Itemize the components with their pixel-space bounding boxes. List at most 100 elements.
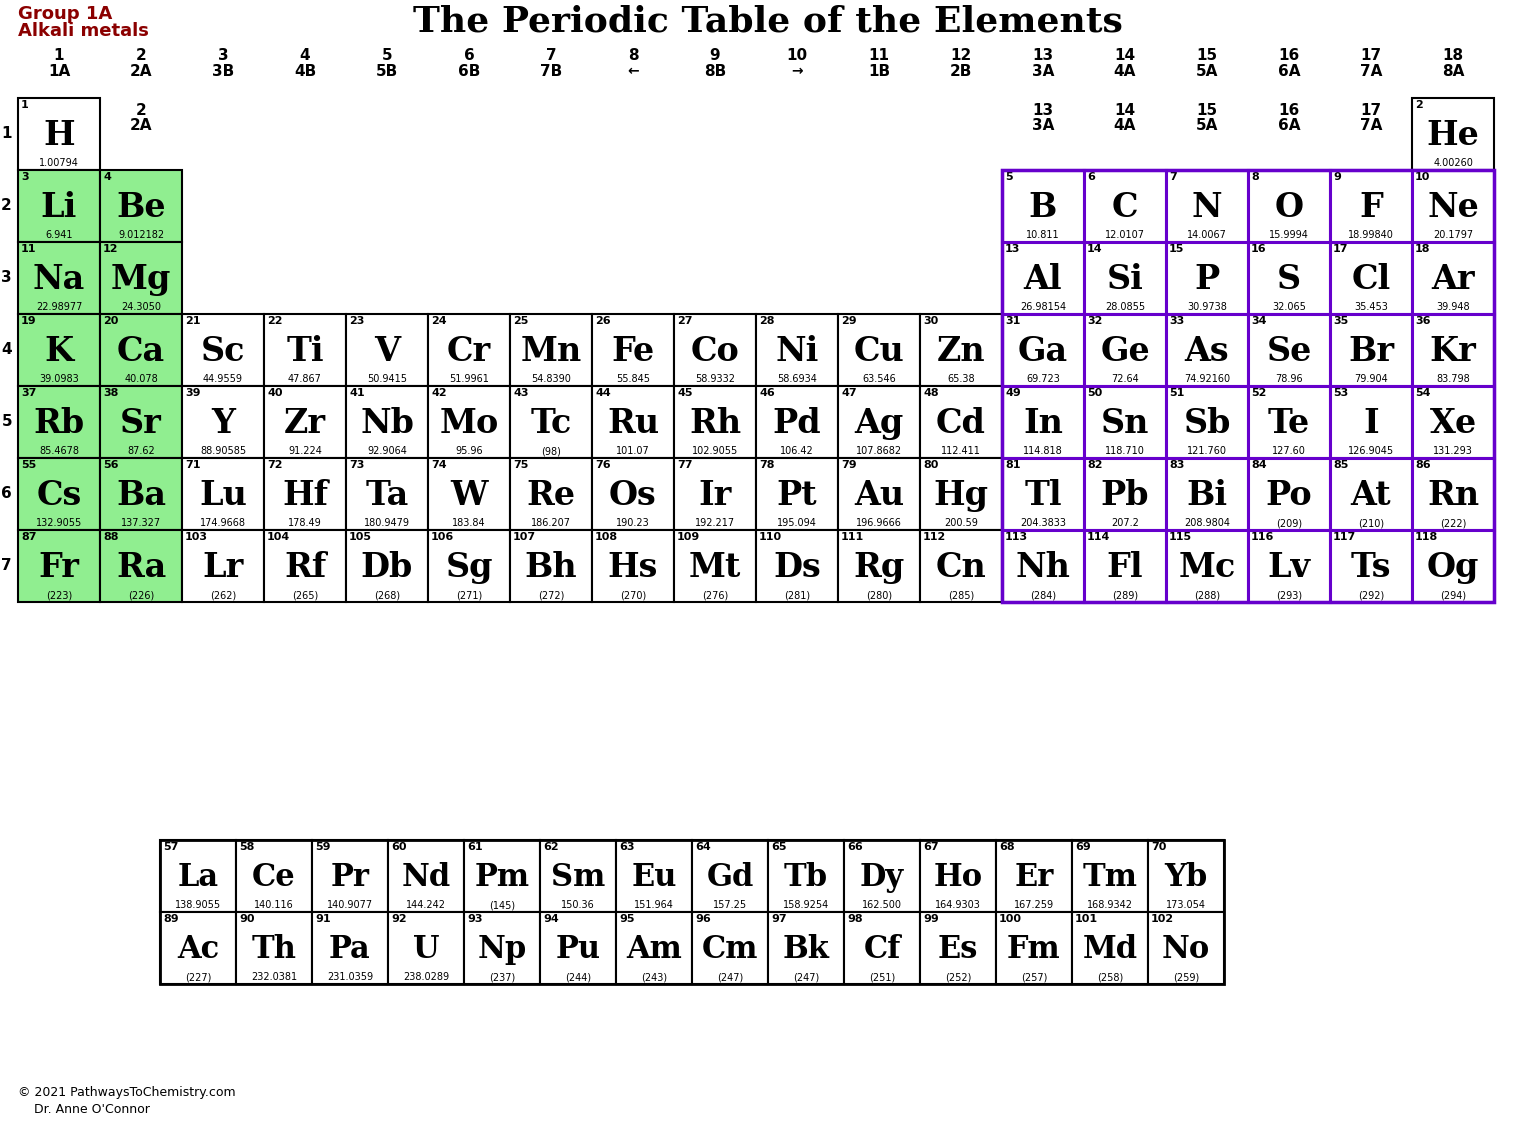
Bar (1247, 314, 1330, 386)
Text: 10: 10 (786, 48, 808, 63)
Text: 137.327: 137.327 (121, 518, 161, 528)
Text: 88: 88 (103, 532, 118, 542)
Text: 12: 12 (103, 244, 118, 254)
Bar (674, 458, 756, 530)
Bar (1001, 386, 1084, 458)
Bar (843, 840, 920, 912)
Text: 39: 39 (184, 388, 201, 398)
Bar (1412, 530, 1495, 602)
Bar (464, 840, 541, 912)
Text: 109: 109 (677, 532, 700, 542)
Text: Hs: Hs (608, 551, 659, 584)
Text: (258): (258) (1097, 972, 1123, 982)
Bar (756, 314, 839, 386)
Text: 4A: 4A (1114, 118, 1137, 133)
Text: No: No (1161, 934, 1210, 965)
Text: 138.9055: 138.9055 (175, 900, 221, 910)
Bar (693, 912, 768, 984)
Text: Mc: Mc (1178, 551, 1235, 584)
Bar (1412, 98, 1495, 170)
Bar (995, 840, 1072, 912)
Text: 63.546: 63.546 (862, 374, 895, 385)
Bar (591, 314, 674, 386)
Bar (1084, 386, 1166, 458)
Text: (276): (276) (702, 590, 728, 601)
Bar (1330, 530, 1412, 602)
Text: 28: 28 (759, 316, 774, 326)
Text: 11: 11 (22, 244, 37, 254)
Text: 10.811: 10.811 (1026, 230, 1060, 240)
Bar (237, 912, 312, 984)
Bar (756, 386, 839, 458)
Text: Sg: Sg (445, 551, 493, 584)
Text: Np: Np (478, 934, 527, 965)
Text: 25: 25 (513, 316, 528, 326)
Text: Es: Es (938, 934, 978, 965)
Text: 52: 52 (1250, 388, 1266, 398)
Text: (227): (227) (184, 972, 210, 982)
Bar (920, 840, 995, 912)
Text: 91.224: 91.224 (289, 446, 323, 456)
Text: 200.59: 200.59 (945, 518, 978, 528)
Text: (145): (145) (488, 900, 515, 910)
Text: 208.9804: 208.9804 (1184, 518, 1230, 528)
Bar (160, 840, 237, 912)
Text: 15: 15 (1197, 48, 1218, 63)
Bar (1001, 314, 1084, 386)
Bar (429, 458, 510, 530)
Text: Pm: Pm (475, 862, 530, 893)
Text: 66: 66 (846, 841, 863, 852)
Text: 9: 9 (1333, 172, 1341, 182)
Text: Th: Th (252, 934, 296, 965)
Text: Sr: Sr (120, 407, 161, 440)
Bar (1001, 530, 1084, 602)
Bar (100, 242, 181, 314)
Text: 7: 7 (545, 48, 556, 63)
Bar (920, 912, 995, 984)
Text: 232.0381: 232.0381 (250, 972, 296, 982)
Text: 3: 3 (22, 172, 29, 182)
Bar (591, 458, 674, 530)
Text: V: V (373, 335, 399, 368)
Text: 14: 14 (1115, 48, 1135, 63)
Text: 14: 14 (1115, 103, 1135, 118)
Text: 92.9064: 92.9064 (367, 446, 407, 456)
Text: 28.0855: 28.0855 (1104, 302, 1144, 312)
Text: 68: 68 (998, 841, 1015, 852)
Text: 38: 38 (103, 388, 118, 398)
Bar (18, 458, 100, 530)
Bar (100, 314, 181, 386)
Bar (160, 840, 1224, 984)
Text: 132.9055: 132.9055 (35, 518, 81, 528)
Text: 85: 85 (1333, 460, 1349, 470)
Bar (1084, 170, 1166, 242)
Bar (160, 912, 237, 984)
Bar (1247, 242, 1330, 314)
Bar (429, 386, 510, 458)
Bar (1166, 242, 1247, 314)
Text: 4.00260: 4.00260 (1433, 158, 1473, 169)
Text: 40: 40 (267, 388, 283, 398)
Text: Pr: Pr (330, 862, 370, 893)
Bar (18, 386, 100, 458)
Text: 55: 55 (22, 460, 37, 470)
Bar (1084, 314, 1166, 386)
Bar (839, 458, 920, 530)
Text: Tl: Tl (1025, 478, 1061, 512)
Text: Li: Li (41, 191, 77, 224)
Text: 167.259: 167.259 (1014, 900, 1054, 910)
Bar (1166, 170, 1247, 242)
Text: 51.9961: 51.9961 (449, 374, 488, 385)
Text: 33: 33 (1169, 316, 1184, 326)
Text: 84: 84 (1250, 460, 1267, 470)
Text: 62: 62 (544, 841, 559, 852)
Text: 65: 65 (771, 841, 786, 852)
Text: 9: 9 (710, 48, 720, 63)
Text: Dr. Anne O'Connor: Dr. Anne O'Connor (18, 1103, 151, 1116)
Text: 32: 32 (1087, 316, 1103, 326)
Text: 3A: 3A (1032, 64, 1054, 79)
Text: 50: 50 (1087, 388, 1103, 398)
Text: 4A: 4A (1114, 64, 1137, 79)
Text: He: He (1427, 119, 1479, 152)
Text: Ir: Ir (699, 478, 731, 512)
